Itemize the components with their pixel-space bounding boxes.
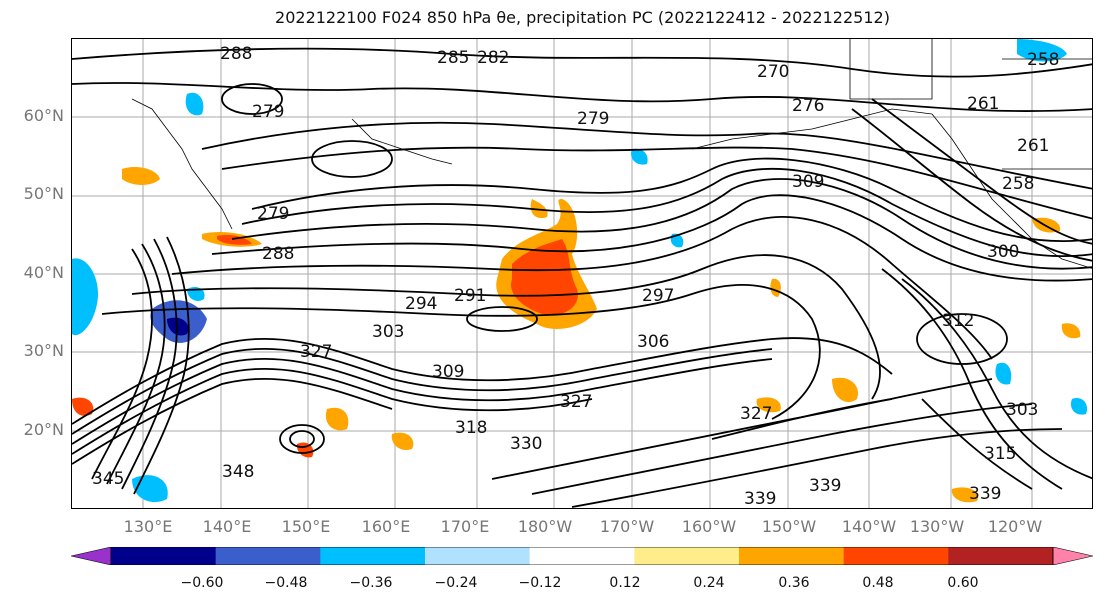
colorbar-extend-high xyxy=(1052,547,1093,565)
contour-label: 318 xyxy=(455,418,487,438)
contour-label: 348 xyxy=(222,462,254,482)
contour-label: 327 xyxy=(740,404,772,424)
colorbar-tick-label: 0.12 xyxy=(609,575,641,591)
theta-e-contours xyxy=(72,47,1092,508)
contour-label: 258 xyxy=(1002,174,1034,194)
contour-label: 327 xyxy=(300,342,332,362)
latitude-label: 20°N xyxy=(23,420,64,439)
contour-label: 339 xyxy=(969,484,1001,504)
contour-label: 270 xyxy=(757,62,789,82)
longitude-label: 140°E xyxy=(202,517,252,536)
colorbar-segment xyxy=(843,547,949,565)
longitude-label: 160°E xyxy=(361,517,411,536)
contour-label: 309 xyxy=(432,362,464,382)
map-panel: 288 285 282 270 258 279 279 276 261 261 … xyxy=(71,38,1093,509)
latitude-label: 60°N xyxy=(23,106,64,125)
contour-labels: 288 285 282 270 258 279 279 276 261 261 … xyxy=(92,44,1059,509)
latitude-label: 40°N xyxy=(23,263,64,282)
contour-label: 312 xyxy=(942,311,974,331)
contour-label: 261 xyxy=(1017,136,1049,156)
longitude-label: 180°W xyxy=(517,517,573,536)
colorbar-tick-label: −0.12 xyxy=(518,575,562,591)
contour-label: 258 xyxy=(1027,50,1059,70)
contour-label: 261 xyxy=(967,94,999,114)
colorbar-segment xyxy=(948,547,1054,565)
colorbar-segment xyxy=(320,547,426,565)
longitude-label: 170°W xyxy=(599,517,655,536)
contour-label: 300 xyxy=(987,242,1019,262)
longitude-label: 120°W xyxy=(987,517,1043,536)
contour-label: 282 xyxy=(477,48,509,68)
colorbar xyxy=(71,547,1093,565)
longitude-label: 150°E xyxy=(281,517,331,536)
contour-label: 285 xyxy=(437,48,469,68)
contour-label: 330 xyxy=(510,434,542,454)
longitude-label: 160°W xyxy=(681,517,737,536)
colorbar-tick-label: −0.60 xyxy=(180,575,224,591)
contour-label: 291 xyxy=(454,286,486,306)
contour-label: 303 xyxy=(372,322,404,342)
contour-label: 279 xyxy=(257,204,289,224)
colorbar-segment xyxy=(529,547,635,565)
contour-label: 279 xyxy=(577,109,609,129)
colorbar-extend-low xyxy=(71,547,112,565)
map-canvas: 288 285 282 270 258 279 279 276 261 261 … xyxy=(72,39,1092,509)
colorbar-segment xyxy=(215,547,321,565)
colorbar-segment xyxy=(111,547,217,565)
colorbar-tick-label: 0.24 xyxy=(693,575,725,591)
colorbar-tick-label: −0.36 xyxy=(349,575,393,591)
map-title: 2022122100 F024 850 hPa θe, precipitatio… xyxy=(275,8,890,27)
colorbar-tick-label: −0.48 xyxy=(264,575,308,591)
contour-label: 297 xyxy=(642,286,674,306)
colorbar-segment xyxy=(739,547,845,565)
contour-label: 276 xyxy=(792,96,824,116)
contour-label: 279 xyxy=(252,102,284,122)
contour-label: 345 xyxy=(92,469,124,489)
contour-label: 288 xyxy=(262,244,294,264)
contour-label: 288 xyxy=(220,44,252,64)
contour-label: 309 xyxy=(792,172,824,192)
contour-label: 315 xyxy=(984,444,1016,464)
colorbar-tick-label: −0.24 xyxy=(434,575,478,591)
contour-label: 327 xyxy=(560,392,592,412)
colorbar-segments xyxy=(71,547,1093,565)
longitude-label: 130°W xyxy=(909,517,965,536)
colorbar-segment xyxy=(634,547,740,565)
graticule xyxy=(72,39,1092,508)
contour-label: 339 xyxy=(809,476,841,496)
colorbar-tick-label: 0.60 xyxy=(947,575,979,591)
colorbar-tick-label: 0.36 xyxy=(778,575,810,591)
longitude-label: 170°E xyxy=(440,517,490,536)
longitude-label: 140°W xyxy=(841,517,897,536)
longitude-label: 150°W xyxy=(761,517,817,536)
latitude-label: 30°N xyxy=(23,341,64,360)
contour-label: 339 xyxy=(744,489,776,509)
contour-label: 306 xyxy=(637,332,669,352)
contour-label: 303 xyxy=(1006,400,1038,420)
latitude-label: 50°N xyxy=(23,184,64,203)
colorbar-segment xyxy=(425,547,531,565)
coastlines xyxy=(131,39,1092,269)
contour-label: 294 xyxy=(405,294,437,314)
longitude-label: 130°E xyxy=(123,517,173,536)
colorbar-tick-label: 0.48 xyxy=(862,575,894,591)
colorbar-outline xyxy=(110,547,1054,565)
